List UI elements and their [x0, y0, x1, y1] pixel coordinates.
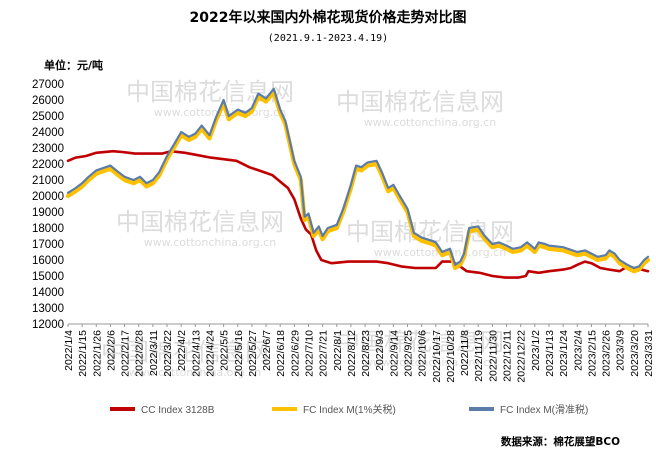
x-tick-label: 2022/4/24 — [204, 330, 216, 377]
series-fc-sliding-line — [66, 87, 650, 270]
x-tick-label: 2023/2/26 — [601, 330, 613, 377]
data-source: 数据来源：棉花展望BCO — [500, 435, 620, 448]
x-tick-label: 2023/2/15 — [586, 330, 598, 377]
y-tick-label: 15000 — [32, 271, 64, 283]
y-tick-label: 13000 — [32, 303, 64, 315]
x-tick-label: 2022/9/25 — [403, 330, 415, 377]
watermark-text: 中国棉花信息网 — [101, 338, 269, 366]
watermark-url: www.cottonchina.org.cn — [364, 116, 496, 129]
chart-subtitle: (2021.9.1-2023.4.19) — [268, 33, 388, 44]
series-fc-1pct-line — [65, 89, 651, 274]
x-tick-label: 2022/4/2 — [176, 330, 188, 371]
y-tick-label: 27000 — [32, 79, 64, 91]
y-axis-unit: 单位：元/吨 — [44, 58, 103, 72]
x-tick-label: 2022/6/7 — [261, 330, 273, 371]
x-tick-label: 2022/11/19 — [473, 330, 485, 382]
series-cc-line — [66, 149, 650, 279]
y-axis: 12000 13000 14000 15000 16000 17000 18000 19000… — [32, 79, 64, 331]
chart-title: 2022年以来国内外棉花现货价格走势对比图 — [190, 9, 467, 26]
watermark-url: www.cottonchina.org.cn — [144, 236, 276, 249]
x-tick-label: 2022/8/1 — [332, 330, 344, 371]
y-tick-label: 26000 — [32, 95, 64, 107]
watermark-text: 中国棉花信息网 — [126, 78, 294, 106]
x-tick-label: 2022/5/16 — [233, 330, 245, 377]
watermark-url: www.cottonchina.org.cn — [364, 356, 496, 369]
x-tick-label: 2023/1/24 — [558, 330, 570, 377]
x-tick-label: 2022/10/6 — [417, 330, 429, 377]
x-tick-label: 2022/8/23 — [360, 330, 372, 377]
x-tick-label: 2022/2/6 — [105, 330, 117, 371]
x-tick-label: 2023/3/9 — [615, 330, 627, 371]
x-tick-label: 2022/1/26 — [91, 330, 103, 377]
legend: CC Index 3128B FC Index M(1%关税) FC Index… — [110, 403, 588, 416]
x-tick-label: 2022/6/18 — [275, 330, 287, 377]
x-tick-label: 2022/4/13 — [190, 330, 202, 377]
y-tick-label: 12000 — [32, 319, 64, 331]
y-tick-label: 23000 — [32, 143, 64, 155]
y-tick-label: 22000 — [32, 159, 64, 171]
x-tick-label: 2022/12/11 — [502, 330, 514, 382]
x-tick-label: 2022/7/10 — [303, 330, 315, 377]
x-tick-label: 2022/9/3 — [374, 330, 386, 371]
x-tick-label: 2022/1/4 — [63, 330, 75, 371]
x-tick-label: 2022/3/22 — [162, 330, 174, 377]
y-tick-label: 18000 — [32, 223, 64, 235]
x-tick-label: 2022/11/30 — [487, 330, 499, 382]
x-axis: 2022/1/4 2022/1/15 2022/1/26 2022/2/6 2022/2… — [63, 324, 655, 383]
y-tick-label: 20000 — [32, 191, 64, 203]
watermark-text: 中国棉花信息网 — [116, 208, 284, 236]
y-tick-label: 21000 — [32, 175, 64, 187]
x-tick-label: 2022/3/11 — [148, 330, 160, 376]
x-tick-label: 2023/3/31 — [643, 330, 655, 377]
x-tick-label: 2022/2/28 — [134, 330, 146, 377]
legend-item-fc-sliding: FC Index M(滑准税) — [469, 403, 588, 416]
x-tick-label: 2022/5/5 — [219, 330, 231, 371]
watermark-text: 中国棉花信息网 — [336, 88, 504, 116]
legend-item-fc-1pct: FC Index M(1%关税) — [272, 403, 396, 416]
x-tick-label: 2023/2/4 — [572, 330, 584, 371]
x-tick-label: 2023/3/20 — [629, 330, 641, 377]
x-tick-label: 2022/10/28 — [445, 330, 457, 383]
x-tick-label: 2022/5/27 — [247, 330, 259, 377]
x-tick-label: 2022/6/29 — [289, 330, 301, 377]
x-tick-label: 2022/8/12 — [346, 330, 358, 377]
x-tick-label: 2023/1/2 — [530, 330, 542, 371]
watermark-text: 中国棉花信息网 — [336, 328, 504, 356]
y-tick-label: 16000 — [32, 255, 64, 267]
x-tick-label: 2023/1/13 — [544, 330, 556, 377]
legend-label-cc: CC Index 3128B — [141, 405, 215, 416]
y-tick-label: 19000 — [32, 207, 64, 219]
y-tick-label: 25000 — [32, 111, 64, 123]
x-tick-label: 2022/7/21 — [318, 330, 330, 377]
x-tick-label: 2022/11/8 — [459, 330, 471, 376]
series-layer — [65, 87, 651, 279]
y-tick-label: 24000 — [32, 127, 64, 139]
x-tick-label: 2022/2/17 — [120, 330, 132, 377]
legend-label-fc-1pct: FC Index M(1%关税) — [303, 403, 396, 416]
x-tick-label: 2022/10/17 — [431, 330, 443, 383]
x-tick-label: 2022/9/14 — [388, 330, 400, 377]
x-tick-label: 2022/1/15 — [77, 330, 89, 377]
legend-label-fc-sliding: FC Index M(滑准税) — [500, 403, 588, 416]
legend-item-cc: CC Index 3128B — [110, 405, 215, 416]
y-tick-label: 17000 — [32, 239, 64, 251]
x-tick-label: 2022/12/22 — [516, 330, 528, 383]
watermark-url: www.cottonchina.org.cn — [129, 366, 261, 379]
y-tick-label: 14000 — [32, 287, 64, 299]
